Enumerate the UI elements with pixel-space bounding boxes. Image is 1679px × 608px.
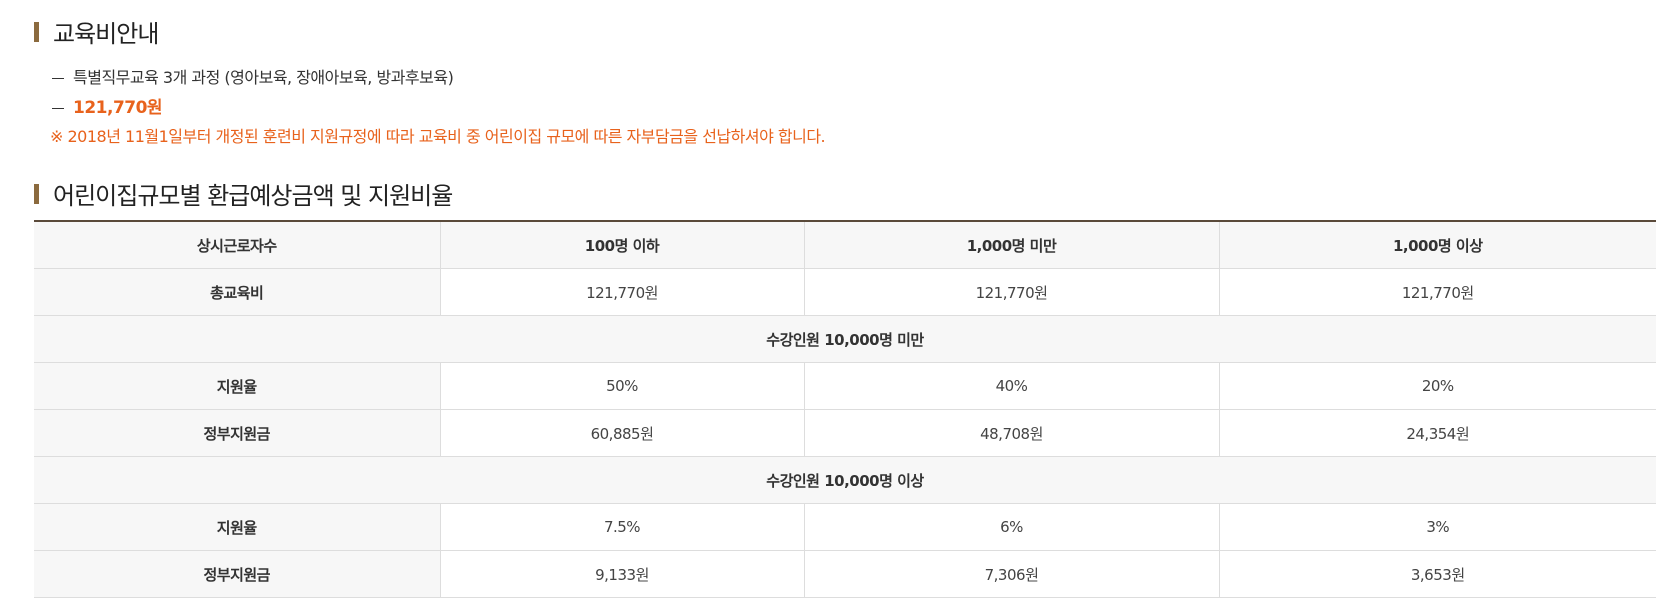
row-label: 정부지원금 — [34, 550, 441, 598]
header-cell: 100명 이하 — [440, 221, 805, 269]
header-cell: 1,000명 미만 — [804, 221, 1220, 269]
group-title: 수강인원 10,000명 이상 — [34, 456, 1656, 504]
dash-icon — [52, 78, 64, 79]
notice-line: ※ 2018년 11월1일부터 개정된 훈련비 지원규정에 따라 교육비 중 어… — [50, 123, 826, 147]
row-label: 정부지원금 — [34, 409, 441, 457]
table-cell: 48,708원 — [804, 409, 1220, 457]
header-cell: 상시근로자수 — [34, 221, 441, 269]
table-cell: 7.5% — [440, 503, 805, 551]
table-cell: 6% — [804, 503, 1220, 551]
section-title-text: 어린이집규모별 환급예상금액 및 지원비율 — [53, 182, 453, 210]
table-group-row: 수강인원 10,000명 미만 — [34, 315, 1656, 363]
section-title-fee: 교육비안내 — [34, 14, 159, 49]
table-cell: 24,354원 — [1219, 409, 1656, 457]
row-label: 지원율 — [34, 362, 441, 410]
table-row-rate: 지원율 7.5% 6% 3% — [34, 503, 1656, 551]
row-label: 지원율 — [34, 503, 441, 551]
table-cell: 50% — [440, 362, 805, 410]
table-cell: 121,770원 — [804, 268, 1220, 316]
table-row-rate: 지원율 50% 40% 20% — [34, 362, 1656, 410]
course-info-text: 특별직무교육 3개 과정 (영아보육, 장애아보육, 방과후보육) — [73, 68, 454, 87]
price-text: 121,770원 — [73, 98, 163, 118]
refund-table: 상시근로자수 100명 이하 1,000명 미만 1,000명 이상 총교육비 … — [34, 220, 1656, 598]
price-line: 121,770원 — [52, 93, 163, 118]
table-row-total: 총교육비 121,770원 121,770원 121,770원 — [34, 268, 1656, 316]
row-label: 총교육비 — [34, 268, 441, 316]
table-cell: 3% — [1219, 503, 1656, 551]
table-row-amount: 정부지원금 60,885원 48,708원 24,354원 — [34, 409, 1656, 457]
dash-icon — [52, 107, 64, 109]
table-header-row: 상시근로자수 100명 이하 1,000명 미만 1,000명 이상 — [34, 221, 1656, 269]
table-group-row: 수강인원 10,000명 이상 — [34, 456, 1656, 504]
table-row-amount: 정부지원금 9,133원 7,306원 3,653원 — [34, 550, 1656, 598]
table-cell: 60,885원 — [440, 409, 805, 457]
section-title-text: 교육비안내 — [53, 20, 159, 48]
table-cell: 9,133원 — [440, 550, 805, 598]
course-info-line: 특별직무교육 3개 과정 (영아보육, 장애아보육, 방과후보육) — [52, 64, 454, 88]
section-title-refund: 어린이집규모별 환급예상금액 및 지원비율 — [34, 176, 453, 211]
title-bar-icon — [34, 21, 39, 42]
table-cell: 3,653원 — [1219, 550, 1656, 598]
notice-text: ※ 2018년 11월1일부터 개정된 훈련비 지원규정에 따라 교육비 중 어… — [50, 127, 826, 146]
header-cell: 1,000명 이상 — [1219, 221, 1656, 269]
table-cell: 20% — [1219, 362, 1656, 410]
table-cell: 121,770원 — [1219, 268, 1656, 316]
title-bar-icon — [34, 183, 39, 204]
table-cell: 121,770원 — [440, 268, 805, 316]
group-title: 수강인원 10,000명 미만 — [34, 315, 1656, 363]
table-cell: 7,306원 — [804, 550, 1220, 598]
table-cell: 40% — [804, 362, 1220, 410]
